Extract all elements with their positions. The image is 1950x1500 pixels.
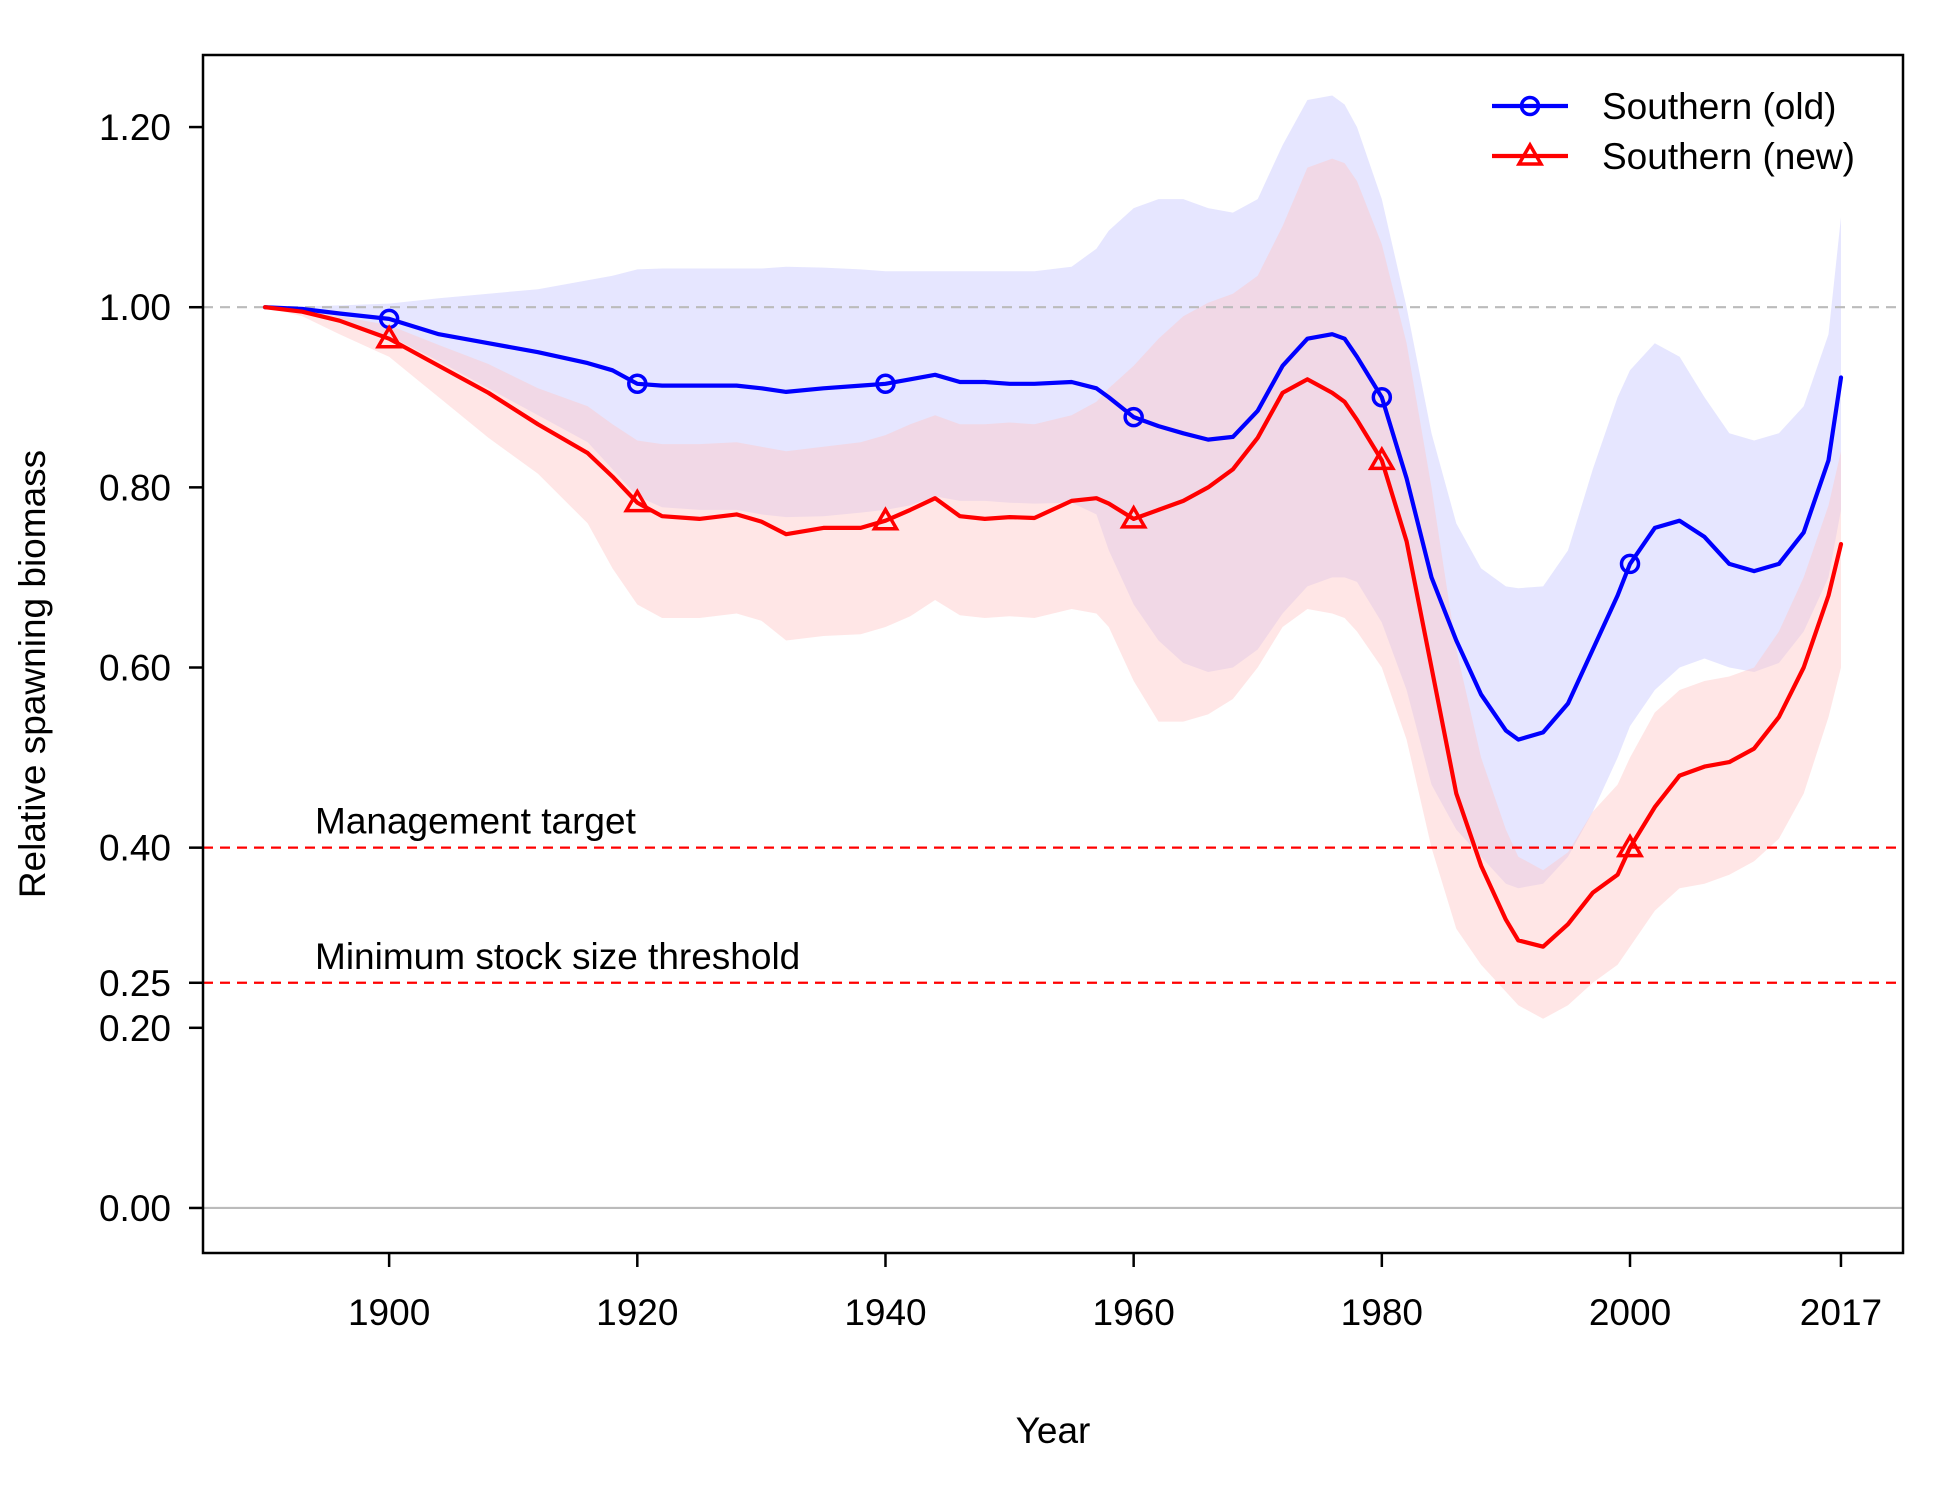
reference-label-minimum-stock-size-threshold: Minimum stock size threshold [315, 936, 800, 977]
y-tick-label-1: 1.00 [99, 287, 171, 328]
marker-southern-old-1920 [627, 373, 648, 395]
reference-line-labels: Management target Minimum stock size thre… [315, 801, 800, 977]
marker-southern-new-1940 [871, 506, 900, 531]
y-tick-label-0-4: 0.40 [99, 828, 171, 869]
plot-frame [201, 53, 1905, 1255]
legend-item-southern-new: Southern (new) [1492, 136, 1855, 177]
y-axis: 0.00 0.200.25 0.40 0.60 0.80 1.00 1.20 [99, 107, 203, 1229]
legend-label: Southern (new) [1602, 136, 1855, 177]
marker-southern-new-1980 [1367, 445, 1396, 471]
marker-southern-old-2000 [1619, 553, 1641, 575]
legend-item-southern-old: Southern (old) [1492, 86, 1836, 127]
band-southern-old [265, 95, 1841, 889]
marker-southern-new-1900 [375, 324, 404, 349]
y-tick-label-0-8: 0.80 [99, 467, 171, 508]
marker-southern-new-1960 [1119, 504, 1148, 529]
x-tick-label-2000: 2000 [1589, 1292, 1671, 1333]
x-tick-label-1900: 1900 [348, 1292, 430, 1333]
marker-southern-old-1940 [875, 373, 896, 395]
x-tick-label-1920: 1920 [596, 1292, 678, 1333]
x-tick-label-1940: 1940 [844, 1292, 926, 1333]
x-axis: 1900 1920 1940 1960 1980 2000 2017 [348, 1253, 1882, 1333]
x-tick-label-1980: 1980 [1341, 1292, 1423, 1333]
marker-southern-old-1980 [1371, 387, 1393, 408]
y-tick-label-0-25: 0.25 [99, 963, 171, 1004]
band-southern-new [265, 158, 1841, 1019]
y-axis-title: Relative spawning biomass [12, 450, 53, 898]
legend-swatch-marker [1515, 141, 1545, 166]
y-tick-label-0-2: 0.20 [99, 1008, 171, 1049]
x-axis-title: Year [1016, 1410, 1091, 1451]
x-tick-label-1960: 1960 [1093, 1292, 1175, 1333]
reference-label-management-target: Management target [315, 801, 637, 842]
legend-swatch-marker [1519, 95, 1541, 117]
series-markers [375, 308, 1645, 858]
line-southern-new [262, 305, 1844, 949]
y-tick-label-0-6: 0.60 [99, 648, 171, 689]
y-tick-label-0: 0.00 [99, 1188, 171, 1229]
reference-lines [203, 306, 1903, 1210]
legend: Southern (old) Southern (new) [1492, 86, 1855, 177]
marker-southern-old-1960 [1123, 406, 1144, 428]
y-tick-label-1-2: 1.20 [99, 107, 171, 148]
marker-southern-new-1920 [623, 488, 652, 513]
uncertainty-bands [265, 95, 1841, 1019]
line-southern-old [262, 305, 1844, 742]
legend-label: Southern (old) [1602, 86, 1836, 127]
x-tick-label-2017: 2017 [1800, 1292, 1882, 1333]
marker-southern-new-2000 [1615, 833, 1645, 858]
series-lines [262, 305, 1844, 949]
